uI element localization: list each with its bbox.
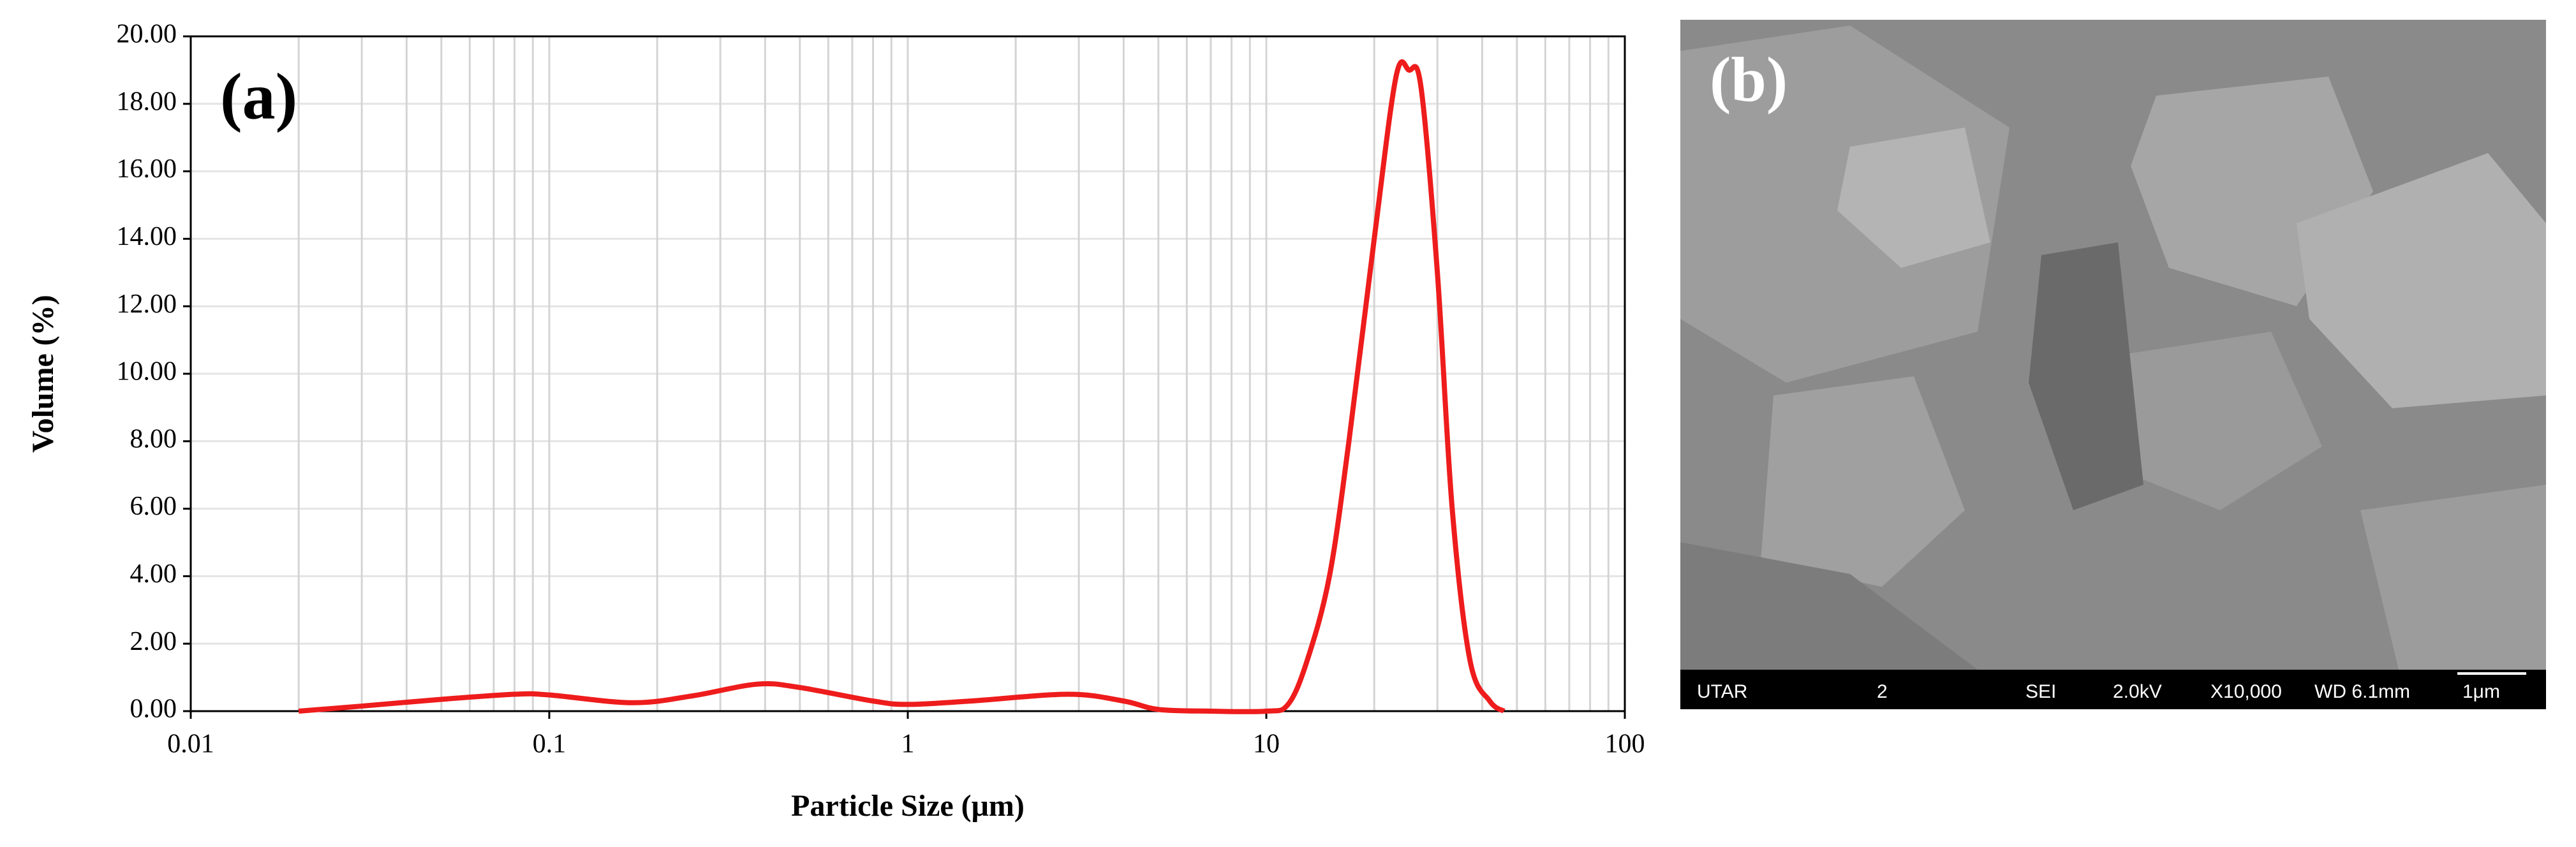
info-bar-text: 2 bbox=[1877, 681, 1888, 702]
y-tick-label: 8.00 bbox=[130, 424, 177, 453]
y-tick-label: 20.00 bbox=[117, 20, 177, 49]
info-bar-text: X10,000 bbox=[2210, 681, 2282, 702]
sem-particle bbox=[2360, 485, 2546, 670]
info-bar-text: 2.0kV bbox=[2113, 681, 2162, 702]
x-tick-label: 1 bbox=[901, 730, 915, 759]
y-tick-label: 10.00 bbox=[117, 357, 177, 387]
x-axis-title: Particle Size (μm) bbox=[791, 789, 1025, 823]
sem-particle bbox=[1837, 128, 1990, 268]
y-tick-label: 2.00 bbox=[130, 627, 177, 656]
panel-label: (b) bbox=[1710, 44, 1788, 115]
info-bar-text: WD 6.1mm bbox=[2314, 681, 2410, 702]
info-bar-text: SEI bbox=[2025, 681, 2056, 702]
info-bar-text: 1μm bbox=[2462, 681, 2500, 702]
x-tick-label: 0.1 bbox=[533, 730, 566, 759]
sem-particle bbox=[2297, 153, 2546, 408]
y-tick-label: 4.00 bbox=[130, 559, 177, 589]
y-tick-label: 16.00 bbox=[117, 154, 177, 184]
sem-particle bbox=[2092, 332, 2322, 510]
panel-label: (a) bbox=[220, 60, 297, 133]
sem-particle bbox=[1761, 376, 1965, 587]
y-tick-label: 0.00 bbox=[130, 695, 177, 724]
info-bar-text: UTAR bbox=[1697, 681, 1747, 702]
y-tick-label: 18.00 bbox=[117, 87, 177, 116]
info-bar bbox=[1680, 670, 2546, 709]
sem-image: (b) UTAR 2 SEI 2.0kV X10,000 WD 6.1mm 1μm bbox=[1680, 20, 2546, 709]
x-tick-label: 0.01 bbox=[167, 730, 214, 759]
x-tick-label: 10 bbox=[1253, 730, 1280, 759]
y-tick-label: 14.00 bbox=[117, 222, 177, 251]
sem-particle bbox=[1680, 542, 1978, 670]
y-tick-label: 12.00 bbox=[117, 290, 177, 319]
data-line bbox=[298, 59, 1506, 714]
sem-shadow bbox=[2029, 242, 2143, 510]
y-axis-title: Volume (%) bbox=[26, 295, 60, 453]
x-tick-label: 100 bbox=[1605, 730, 1645, 759]
y-tick-label: 6.00 bbox=[130, 492, 177, 521]
